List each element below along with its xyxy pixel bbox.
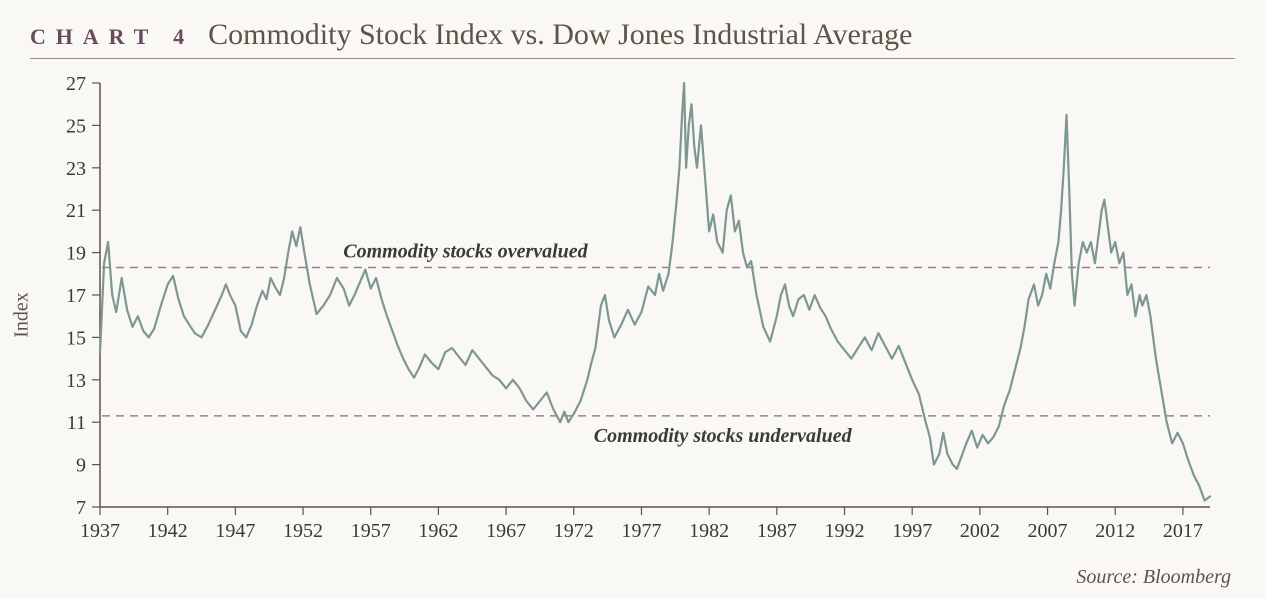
y-axis-label: Index <box>11 292 34 338</box>
svg-text:1942: 1942 <box>148 520 188 542</box>
line-chart: 7 9 11 13 15 17 19 21 23 25 27 1937 1942 1947 1952 1957… <box>30 67 1230 557</box>
svg-text:1987: 1987 <box>757 520 797 542</box>
svg-text:1992: 1992 <box>825 520 865 542</box>
svg-text:1972: 1972 <box>554 520 594 542</box>
chart-header: CHART 4 Commodity Stock Index vs. Dow Jo… <box>30 18 1235 59</box>
svg-text:11: 11 <box>67 412 86 434</box>
svg-text:21: 21 <box>66 200 86 222</box>
svg-text:19: 19 <box>66 243 86 265</box>
svg-text:2007: 2007 <box>1028 520 1068 542</box>
chart-source: Source: Bloomberg <box>1076 566 1231 589</box>
svg-text:1977: 1977 <box>621 520 661 542</box>
svg-text:7: 7 <box>76 497 86 519</box>
svg-text:9: 9 <box>76 455 86 477</box>
svg-text:17: 17 <box>66 285 86 307</box>
svg-text:1962: 1962 <box>418 520 458 542</box>
svg-text:1947: 1947 <box>215 520 255 542</box>
svg-text:1982: 1982 <box>689 520 729 542</box>
svg-text:1952: 1952 <box>283 520 323 542</box>
svg-text:Commodity stocks undervalued: Commodity stocks undervalued <box>594 425 853 447</box>
svg-text:Commodity stocks overvalued: Commodity stocks overvalued <box>343 240 588 262</box>
svg-text:2012: 2012 <box>1095 520 1135 542</box>
svg-text:1967: 1967 <box>486 520 526 542</box>
svg-text:1957: 1957 <box>351 520 391 542</box>
svg-text:2017: 2017 <box>1163 520 1203 542</box>
svg-text:25: 25 <box>66 115 86 137</box>
svg-text:2002: 2002 <box>960 520 1000 542</box>
svg-text:15: 15 <box>66 327 86 349</box>
chart-title: Commodity Stock Index vs. Dow Jones Indu… <box>208 18 912 52</box>
svg-text:1997: 1997 <box>892 520 932 542</box>
chart-container: Index 7911131517192123252719371942194719… <box>30 67 1235 562</box>
svg-text:1937: 1937 <box>80 520 120 542</box>
svg-text:23: 23 <box>66 158 86 180</box>
svg-text:27: 27 <box>66 73 86 95</box>
chart-number-label: CHART 4 <box>30 24 194 50</box>
svg-text:13: 13 <box>66 370 86 392</box>
